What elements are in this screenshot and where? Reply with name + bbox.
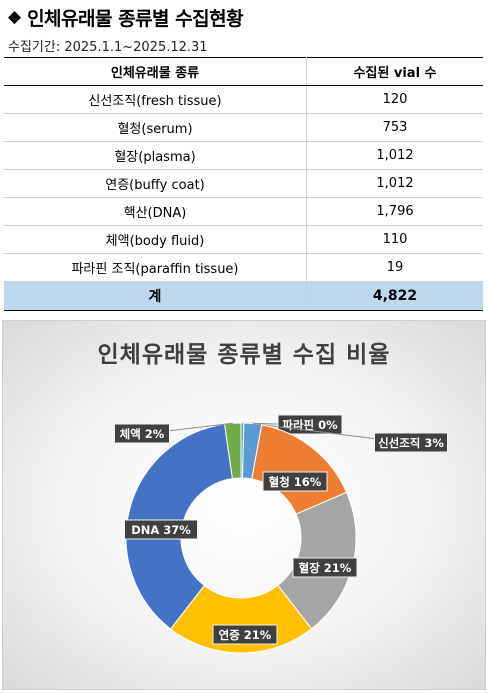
table-header-row: 인체유래물 종류 수집된 vial 수 [4,57,483,86]
table-row: 혈장(plasma) 1,012 [4,141,483,170]
row-type: 연증(buffy coat) [4,169,307,198]
row-count: 1,012 [306,169,483,198]
total-value: 4,822 [306,281,483,311]
data-label-4: 연증 21% [212,624,278,645]
table-row: 핵산(DNA) 1,796 [4,197,483,226]
diamond-icon: ◆ [8,7,22,27]
data-label-text-1: 신선조직 3% [378,436,444,450]
table-row: 혈청(serum) 753 [4,113,483,142]
data-label-3: 혈장 21% [292,557,358,578]
data-label-text-0: 파라핀 0% [282,418,338,432]
data-label-text-2: 혈청 16% [269,475,322,489]
column-header-count: 수집된 vial 수 [306,57,483,86]
page-title: 인체유래물 종류별 수집현황 [27,7,244,30]
row-type: 파라핀 조직(paraffin tissue) [4,253,307,282]
data-label-6: 체액 2% [114,423,170,444]
row-type: 혈청(serum) [4,113,307,142]
data-label-text-6: 체액 2% [120,427,165,441]
collection-table: 인체유래물 종류 수집된 vial 수 신선조직(fresh tissue) 1… [4,57,483,311]
total-row: 계 4,822 [4,281,483,311]
row-count: 120 [306,85,483,114]
row-type: 신선조직(fresh tissue) [4,85,307,114]
donut-chart: 파라핀 0% 신선조직 3% 혈청 16% 혈장 21% 연증 21% DNA 37% 체액… [114,414,448,654]
table-row: 연증(buffy coat) 1,012 [4,169,483,198]
donut-chart-panel: 인체유래물 종류별 수집 비율 파라핀 0% 신선조직 3% 혈청 16% 혈장 21… [2,320,486,690]
row-type: 핵산(DNA) [4,197,307,226]
row-count: 1,796 [306,197,483,226]
row-type: 체액(body fluid) [4,225,307,254]
chart-title: 인체유래물 종류별 수집 비율 [97,342,391,368]
page-header: ◆ 인체유래물 종류별 수집현황 [8,2,244,32]
data-label-0: 파라핀 0% [277,414,343,435]
table-row: 신선조직(fresh tissue) 120 [4,85,483,114]
row-count: 1,012 [306,141,483,170]
row-type: 혈장(plasma) [4,141,307,170]
row-count: 110 [306,225,483,254]
row-count: 753 [306,113,483,142]
row-count: 19 [306,253,483,282]
collection-period: 수집기간: 2025.1.1~2025.12.31 [8,40,208,55]
table-row: 체액(body fluid) 110 [4,225,483,254]
table-row: 파라핀 조직(paraffin tissue) 19 [4,253,483,282]
data-label-5: DNA 37% [124,519,198,540]
total-label: 계 [4,281,307,311]
data-label-text-4: 연증 21% [219,628,272,642]
data-label-1: 신선조직 3% [374,432,448,453]
column-header-type: 인체유래물 종류 [4,57,307,86]
data-label-2: 혈청 16% [262,471,328,492]
data-label-text-3: 혈장 21% [299,561,352,575]
data-label-text-5: DNA 37% [131,523,191,537]
